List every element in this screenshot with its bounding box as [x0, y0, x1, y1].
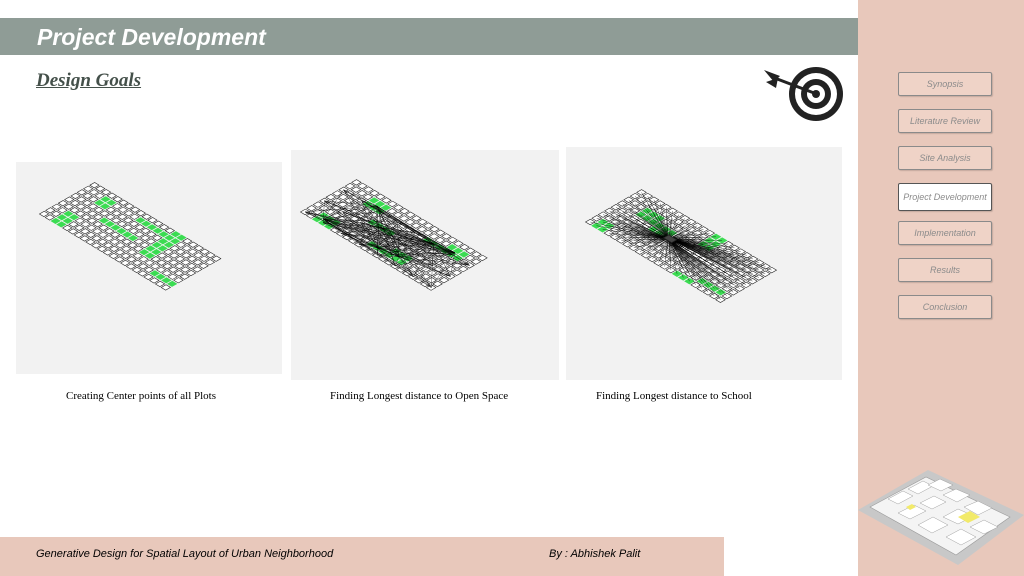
city-model-image	[858, 470, 1024, 565]
footer-bar	[0, 537, 724, 576]
nav-results[interactable]: Results	[898, 258, 992, 282]
nav-synopsis[interactable]: Synopsis	[898, 72, 992, 96]
nav-literature-review[interactable]: Literature Review	[898, 109, 992, 133]
nav-implementation[interactable]: Implementation	[898, 221, 992, 245]
caption-school: Finding Longest distance to School	[596, 390, 752, 402]
footer-project-title: Generative Design for Spatial Layout of …	[36, 548, 334, 560]
caption-open-space: Finding Longest distance to Open Space	[330, 390, 509, 402]
section-heading: Design Goals	[36, 70, 142, 91]
footer-author: By : Abhishek Palit	[549, 548, 641, 560]
figure-open-space-image	[299, 179, 488, 291]
nav-site-analysis[interactable]: Site Analysis	[898, 146, 992, 170]
figure-school-image	[584, 189, 778, 303]
target-icon	[764, 67, 843, 121]
nav-conclusion[interactable]: Conclusion	[898, 295, 992, 319]
page-title: Project Development	[37, 24, 266, 50]
figure-center-points-image	[38, 182, 222, 291]
nav-project-development[interactable]: Project Development	[898, 183, 992, 211]
title-bar	[0, 18, 858, 55]
caption-center-points: Creating Center points of all Plots	[66, 390, 217, 402]
